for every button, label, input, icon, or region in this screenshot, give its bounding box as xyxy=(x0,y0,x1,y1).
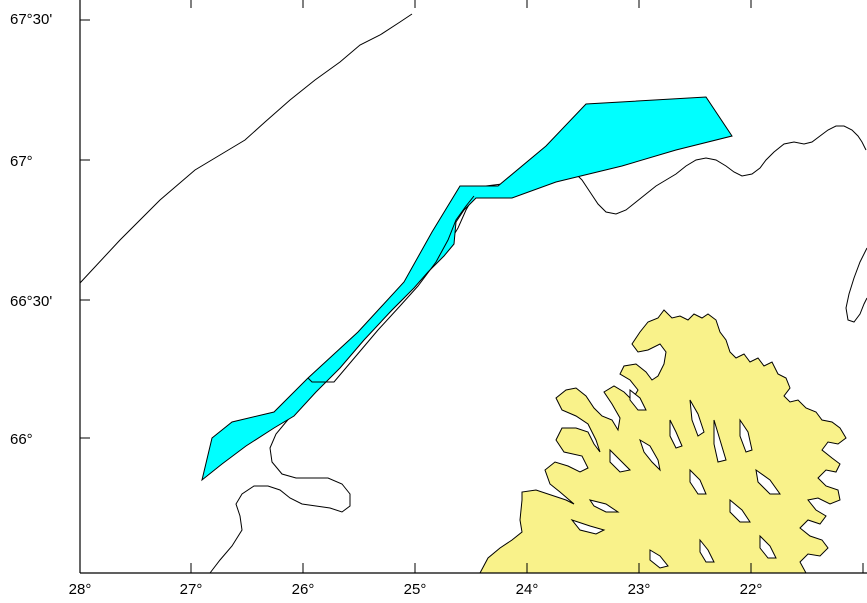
contour-outer xyxy=(79,13,413,284)
longitude-ticks xyxy=(79,563,864,573)
latitude-ticks xyxy=(80,19,90,439)
latitude-label: 67° xyxy=(10,153,33,170)
land-westfjords xyxy=(479,309,847,574)
polygon-inner-outline xyxy=(307,195,475,383)
longitude-label: 25° xyxy=(404,581,427,598)
land-inlets xyxy=(570,388,781,569)
longitude-label: 28° xyxy=(69,581,92,598)
longitude-label: 22° xyxy=(740,581,763,598)
longitude-label: 23° xyxy=(628,581,651,598)
contour-right-fragment xyxy=(845,247,867,323)
latitude-label: 67°30' xyxy=(10,11,52,28)
top-ticks xyxy=(190,0,752,8)
longitude-label: 26° xyxy=(292,581,315,598)
latitude-label: 66° xyxy=(10,431,33,448)
longitude-label: 27° xyxy=(180,581,203,598)
longitude-label: 24° xyxy=(516,581,539,598)
highlight-area-polygon xyxy=(201,96,733,482)
latitude-label: 66°30' xyxy=(10,293,52,310)
